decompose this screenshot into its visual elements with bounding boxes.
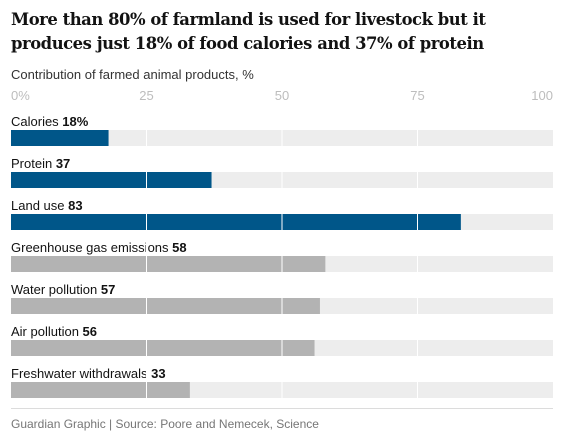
bar: [11, 298, 320, 314]
chart-title: More than 80% of farmland is used for li…: [11, 10, 486, 53]
x-tick-label: 25: [139, 88, 153, 103]
bar: [11, 214, 461, 230]
category-label: Air pollution 56: [11, 324, 97, 339]
bar: [11, 382, 190, 398]
source-footer: Guardian Graphic | Source: Poore and Nem…: [11, 417, 319, 431]
footer-divider: [11, 408, 553, 409]
category-label: Freshwater withdrawals 33: [11, 366, 166, 381]
category-name: Calories: [11, 114, 62, 129]
value-label: 58: [172, 240, 186, 255]
x-tick-label: 50: [275, 88, 289, 103]
category-name: Freshwater withdrawals: [11, 366, 151, 381]
value-label: 56: [83, 324, 97, 339]
x-tick-label: 0%: [11, 88, 30, 103]
category-label: Greenhouse gas emissions 58: [11, 240, 187, 255]
value-label: 57: [101, 282, 115, 297]
value-label: 18%: [62, 114, 88, 129]
category-label: Protein 37: [11, 156, 70, 171]
category-name: Water pollution: [11, 282, 101, 297]
category-label: Water pollution 57: [11, 282, 115, 297]
bar: [11, 130, 109, 146]
category-name: Air pollution: [11, 324, 83, 339]
value-label: 37: [56, 156, 70, 171]
bar-chart-plot: 0% 25 50 75 100 Calories 18% Protein 37 Land us…: [11, 88, 553, 398]
value-label: 33: [151, 366, 165, 381]
chart-subtitle: Contribution of farmed animal products, …: [11, 67, 254, 82]
x-tick-label: 100: [531, 88, 553, 103]
category-label: Calories 18%: [11, 114, 89, 129]
category-name: Greenhouse gas emissions: [11, 240, 172, 255]
category-name: Protein: [11, 156, 56, 171]
x-tick-label: 75: [410, 88, 424, 103]
category-label: Land use 83: [11, 198, 83, 213]
bar: [11, 340, 315, 356]
value-label: 83: [68, 198, 82, 213]
bar: [11, 172, 212, 188]
bar: [11, 256, 326, 272]
category-name: Land use: [11, 198, 68, 213]
